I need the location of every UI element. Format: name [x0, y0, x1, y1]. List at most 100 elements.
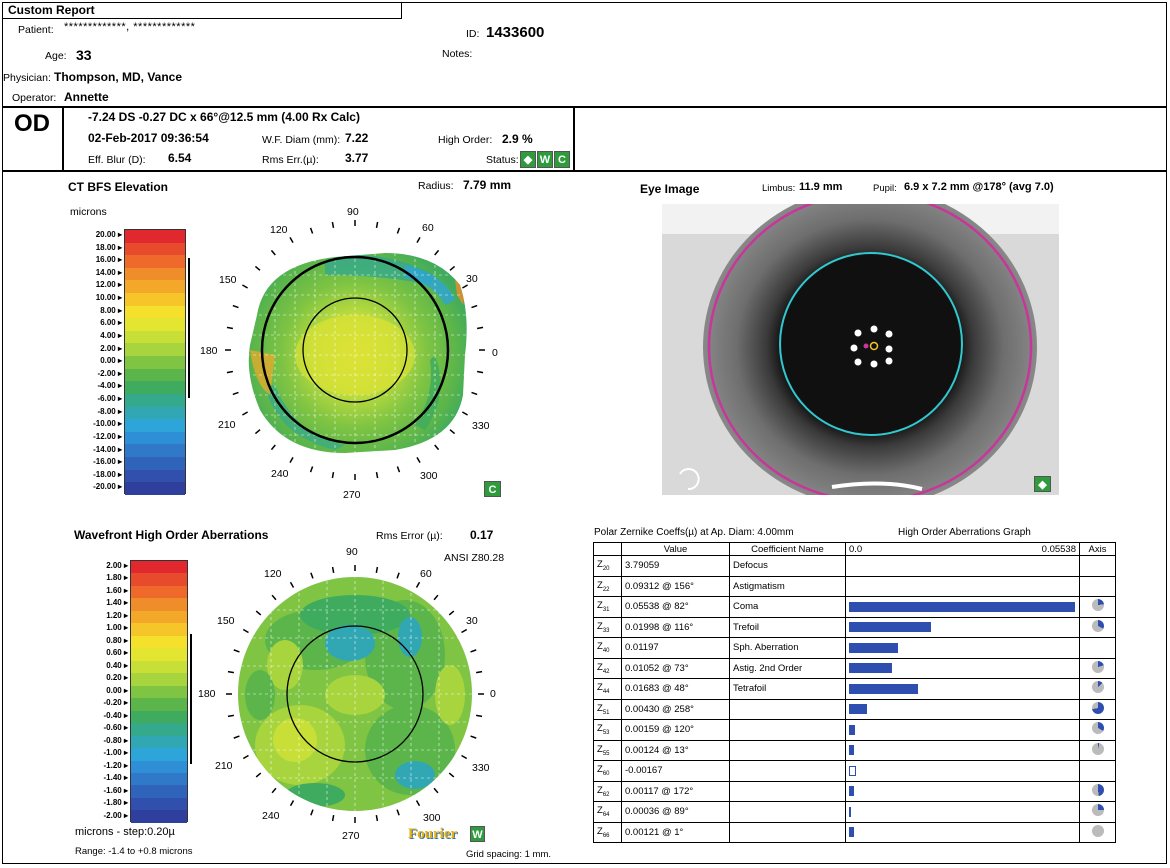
angle-tick — [227, 670, 234, 674]
angle-tick — [227, 714, 234, 718]
zernike-bar — [849, 683, 918, 694]
hoa-angle-180: 180 — [198, 688, 216, 700]
scale-label: -1.20 ▸ — [103, 760, 128, 770]
fourier-badge: W — [470, 826, 485, 842]
zernike-symbol: Z — [597, 784, 603, 796]
scale-swatch — [131, 772, 187, 786]
zernike-value: 0.01998 @ 116° — [621, 616, 730, 638]
table-row: Z62 0.00117 @ 172° — [593, 780, 1116, 802]
angle-tick — [476, 326, 484, 330]
zernike-axis — [1079, 739, 1116, 761]
scale-label: -14.00 ▸ — [93, 444, 122, 454]
eye-label: OD — [14, 110, 50, 137]
zernike-index: Z44 — [593, 678, 622, 700]
zernike-bar-cell — [845, 555, 1080, 577]
table-row: Z33 0.01998 @ 116° Trefoil — [593, 616, 1116, 638]
angle-tick — [448, 772, 455, 778]
zernike-index: Z62 — [593, 780, 622, 802]
zernike-name — [729, 821, 846, 843]
ct-angle-240: 240 — [271, 468, 289, 480]
axis-pie-icon — [1091, 783, 1104, 796]
ct-angle-0: 0 — [492, 347, 498, 359]
zernike-bar — [849, 704, 867, 715]
divider — [2, 106, 1167, 108]
angle-tick — [254, 429, 261, 435]
zernike-index: Z66 — [593, 821, 622, 843]
angle-tick — [415, 800, 421, 807]
status-badge-wavefront: W — [537, 151, 553, 168]
status-badge-corneal: C — [554, 151, 570, 168]
scale-swatch — [125, 419, 185, 432]
zernike-value: 0.01683 @ 48° — [621, 678, 730, 700]
table-row: Z51 0.00430 @ 258° — [593, 698, 1116, 720]
axis-pie-icon — [1091, 722, 1104, 735]
hoa-scale-marker — [190, 634, 192, 764]
zernike-value: 0.05538 @ 82° — [621, 596, 730, 618]
col-value-header: Value — [621, 542, 730, 556]
zernike-bar — [849, 827, 854, 838]
zernike-axis — [1079, 780, 1116, 802]
scale-swatch — [125, 469, 185, 483]
zernike-value: -0.00167 — [621, 760, 730, 782]
table-row: Z66 0.00121 @ 1° — [593, 821, 1116, 843]
angle-tick — [271, 594, 277, 601]
zernike-subscript: 55 — [602, 750, 610, 757]
hoa-units: microns - step:0.20µ — [75, 826, 175, 838]
hoa-wavefront-map — [226, 565, 484, 823]
table-row: Z22 0.09312 @ 156° Astigmatism — [593, 575, 1116, 597]
zernike-axis — [1079, 575, 1116, 597]
eff-blur-value: 6.54 — [168, 151, 192, 165]
axis-pie-icon — [1091, 660, 1104, 673]
status-label: Status: — [486, 154, 519, 166]
scale-label: -12.00 ▸ — [93, 431, 122, 441]
ct-angle-330: 330 — [472, 420, 490, 432]
hoa-range: Range: -1.4 to +0.8 microns — [75, 846, 193, 857]
hoa-title: Wavefront High Order Aberrations — [74, 528, 269, 542]
zernike-subscript: 60 — [602, 771, 610, 778]
table-row: Z20 3.79059 Defocus — [593, 555, 1116, 577]
divider — [573, 106, 575, 170]
angle-tick — [476, 370, 484, 374]
angle-tick — [396, 466, 401, 473]
scale-swatch — [125, 318, 185, 331]
zernike-bar — [849, 642, 898, 653]
axis-pie-icon — [1091, 681, 1104, 694]
scale-label: -20.00 ▸ — [93, 482, 122, 492]
zernike-bar — [849, 786, 854, 797]
scale-label: 8.00 ▸ — [100, 305, 122, 315]
zernike-value: 0.01052 @ 73° — [621, 657, 730, 679]
zernike-name — [729, 801, 846, 823]
zernike-name: Tetrafoil — [729, 678, 846, 700]
ct-badge: C — [484, 481, 501, 497]
ct-elevation-map — [225, 220, 485, 480]
zernike-table: Value Coefficient Name 0.0 0.05538 Axis … — [593, 542, 1116, 843]
scale-label: -10.00 ▸ — [93, 419, 122, 429]
eff-blur-label: Eff. Blur (D): — [88, 154, 146, 166]
zernike-index: Z51 — [593, 698, 622, 720]
angle-tick — [471, 304, 478, 309]
ct-color-scale — [124, 229, 186, 495]
angle-tick — [415, 581, 421, 588]
angle-tick — [242, 754, 249, 760]
scale-swatch — [131, 810, 187, 823]
zernike-index: Z20 — [593, 555, 622, 577]
table-header-cell — [593, 542, 622, 556]
zernike-value: 0.00124 @ 13° — [621, 739, 730, 761]
zernike-symbol: Z — [597, 661, 603, 673]
scale-label: -1.60 ▸ — [103, 785, 128, 795]
hoa-graph-title: High Order Aberrations Graph — [898, 527, 1031, 538]
angle-tick — [289, 800, 295, 807]
zernike-axis — [1079, 698, 1116, 720]
scale-label: 14.00 ▸ — [95, 267, 122, 277]
hoa-angle-60: 60 — [420, 568, 432, 580]
scale-swatch — [131, 710, 187, 724]
angle-tick — [476, 714, 483, 718]
zernike-index: Z22 — [593, 575, 622, 597]
table-header-row: Value Coefficient Name 0.0 0.05538 Axis — [593, 542, 1116, 556]
scale-label: -1.40 ▸ — [103, 773, 128, 783]
angle-tick — [232, 391, 239, 396]
zernike-symbol: Z — [597, 682, 603, 694]
angle-tick — [396, 227, 401, 234]
angle-tick — [433, 594, 439, 601]
